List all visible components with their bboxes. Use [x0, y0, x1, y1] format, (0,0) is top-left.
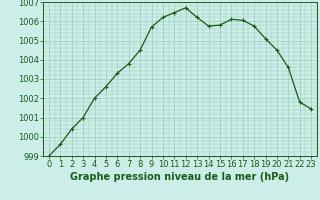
X-axis label: Graphe pression niveau de la mer (hPa): Graphe pression niveau de la mer (hPa) [70, 172, 290, 182]
